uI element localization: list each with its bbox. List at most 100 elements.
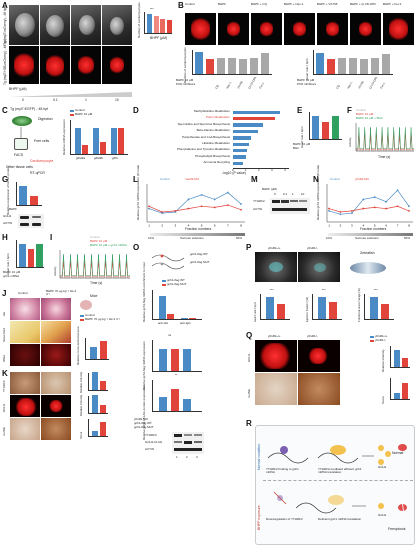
a-heart-3 bbox=[71, 5, 101, 45]
n-chart-pt-control-2 bbox=[350, 212, 353, 215]
p-label-wt: ythdf2+/+ bbox=[268, 246, 281, 250]
p-bar-wt-0 bbox=[266, 296, 274, 319]
b-chart2 bbox=[313, 50, 393, 75]
n-chart-line-control bbox=[328, 189, 410, 215]
b2-bar-1 bbox=[327, 59, 335, 74]
c-legend-bhpf-swatch bbox=[70, 114, 74, 116]
p-sig-1: *** bbox=[322, 288, 326, 292]
n-ylabel: Relative gch1 mRNA expression (% total) bbox=[316, 164, 320, 220]
r-t3: Downregulation of YTHDF2 bbox=[266, 517, 303, 521]
g-row-bhpf: BHPF bbox=[9, 207, 18, 211]
k-ylabel-0: Relative intensity bbox=[79, 371, 83, 393]
m-dose-2: 1 bbox=[292, 192, 294, 196]
b2-bar-5 bbox=[371, 58, 379, 74]
a-bar-1 bbox=[153, 16, 159, 33]
p-bar-wt-2 bbox=[370, 296, 378, 319]
q-chart2-bar-ko bbox=[402, 383, 408, 399]
b1-inhib-1: Nec-1 bbox=[225, 81, 233, 90]
h-chart bbox=[16, 240, 44, 268]
n-chart-pt-control-3 bbox=[362, 198, 365, 201]
a-nuclei-3 bbox=[71, 46, 101, 84]
m-band-ythdf2: YTHDF2 bbox=[253, 199, 265, 203]
j-wga-bhpf bbox=[41, 344, 71, 366]
o-sig: ** bbox=[175, 373, 178, 377]
r-bhpf-path bbox=[273, 491, 384, 514]
l-chart-pt-control-4 bbox=[200, 193, 203, 196]
c-legend-ctrl: Control bbox=[75, 108, 85, 112]
n-chart-pt-mo-4 bbox=[373, 206, 376, 209]
j-bar-ctrl bbox=[90, 347, 97, 359]
c-cardio: Cardiomyocyte bbox=[30, 159, 54, 163]
panel-label-b: B bbox=[178, 1, 184, 10]
a-bar-3 bbox=[166, 20, 172, 33]
d-axis bbox=[233, 168, 289, 169]
r-divider bbox=[263, 480, 413, 481]
b-row-bhpf: BHPF 10 µM bbox=[176, 78, 194, 82]
o-bar-wt-0 bbox=[159, 296, 166, 319]
k-hne-bhpf bbox=[41, 418, 71, 440]
n-bottom-0: 10% bbox=[326, 236, 333, 240]
m-label: BHPF (µM) bbox=[262, 187, 278, 191]
n-chart-pt-control-1 bbox=[339, 213, 342, 216]
n-chart-tick-3: 4 bbox=[362, 224, 364, 228]
p-fish-icon bbox=[350, 262, 386, 274]
j-mice: Mice bbox=[90, 294, 98, 298]
o-leg-mut: gch1-flag MUT bbox=[167, 282, 187, 286]
b-chart1 bbox=[192, 50, 272, 75]
panel-label-f: F bbox=[347, 106, 352, 115]
r-heart-broken-icon-2 bbox=[402, 504, 407, 511]
o-blot bbox=[172, 432, 204, 454]
d-term-6: Phenylalanine and Tyrosine Metabolism bbox=[177, 147, 230, 152]
e-row-bhpf: BHPF 10 µM bbox=[293, 142, 311, 146]
d-tick-3: 3 bbox=[271, 168, 273, 172]
f-ylabel: Activity bbox=[348, 137, 352, 147]
a-chart-sig: *** bbox=[150, 7, 154, 11]
panel-label-g: G bbox=[2, 175, 9, 184]
c-bar-bhpf-0 bbox=[82, 144, 88, 154]
n-chart-pt-mo-5 bbox=[385, 207, 388, 210]
j-he-bhpf bbox=[41, 298, 71, 320]
l-chart-axes bbox=[146, 184, 245, 223]
panel-label-j: J bbox=[2, 289, 7, 298]
q-gch1-ko bbox=[298, 340, 340, 372]
q-chart2 bbox=[390, 378, 410, 400]
panel-label-e: E bbox=[297, 106, 303, 115]
c-legend-ctrl-swatch bbox=[70, 110, 74, 112]
p-ylabel-0: Heart rate / bpm bbox=[253, 301, 257, 322]
l-sucrose-bar bbox=[150, 233, 245, 236]
d-bar-8 bbox=[233, 161, 244, 166]
r-gch1-1: GCH1 bbox=[378, 465, 387, 469]
k-ythdf2-ctrl bbox=[10, 372, 40, 394]
l-bottom-0: 10% bbox=[148, 236, 155, 240]
j-wga-ctrl bbox=[10, 344, 40, 366]
o-chart bbox=[152, 290, 202, 320]
k-row-ythdf2: YTHDF2 bbox=[2, 380, 6, 392]
l-bottom-2: 50% bbox=[236, 236, 243, 240]
p-chart-0 bbox=[260, 294, 290, 320]
panel-label-i: I bbox=[50, 233, 53, 242]
i-legend-1: BHPF 10 µM bbox=[90, 239, 108, 243]
n-chart-tick-0: 1 bbox=[328, 224, 330, 228]
h-row-bhpf: BHPF 10 µM bbox=[3, 270, 21, 274]
b2-inhib-2: VX765 bbox=[357, 80, 365, 90]
r-bhpf: BHPF exposure bbox=[257, 505, 261, 530]
o-ylabel: Relative gch1-flag mRNA enrichment to in… bbox=[142, 262, 146, 322]
o-lane-1: 1 bbox=[176, 455, 178, 459]
q-ylabel-1: Score bbox=[381, 396, 385, 404]
n-chart-tick-6: 7 bbox=[397, 224, 399, 228]
g-band-gch1: GCH1 bbox=[3, 214, 12, 218]
g-band-actin: ACTIN bbox=[3, 221, 12, 225]
o-bar-mut-1 bbox=[189, 318, 196, 319]
p-echo-wt bbox=[255, 252, 297, 282]
n-chart-pt-control-4 bbox=[373, 196, 376, 199]
p-bar-ko-0 bbox=[277, 303, 285, 319]
a-heart-4 bbox=[102, 5, 132, 45]
n-chart-pt-mo-3 bbox=[362, 207, 365, 210]
o-row-wt: gch1-flag WT bbox=[134, 421, 152, 425]
l-chart-pt-mo-7 bbox=[240, 208, 242, 211]
l-chart-line-control bbox=[148, 192, 242, 214]
n-bottom-1: Sucrose solutions bbox=[355, 236, 379, 240]
k-gch1-ctrl bbox=[10, 395, 40, 417]
j-bar-bhpf bbox=[100, 341, 107, 359]
r-diagram bbox=[255, 425, 415, 545]
